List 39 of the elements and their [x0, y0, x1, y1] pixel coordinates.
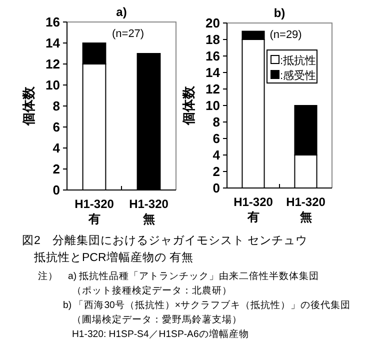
y-tick-label: 6 — [212, 131, 220, 146]
y-tick-label: 20 — [206, 16, 220, 30]
text: （圃場検定データ：愛野馬鈴薯支場） — [72, 314, 242, 326]
x-tick-label: H1-320 有 — [74, 197, 114, 226]
legend-label: :抵抗性 — [280, 54, 316, 67]
y-tick-label: 4 — [212, 148, 221, 162]
text: 抵抗性とPCR増幅産物の 有無 — [33, 250, 194, 264]
y-tick-label: 16 — [206, 48, 220, 64]
y-tick-label: 8 — [212, 114, 220, 130]
text: b) 「西海30号（抵抗性）×サクラフブキ（抵抗性）」の後代集団 — [63, 299, 350, 311]
y-tick-label: 2 — [52, 162, 60, 176]
y-tick-label: 12 — [46, 56, 60, 72]
y-tick-label: 14 — [206, 65, 221, 80]
y-tick-label: 10 — [206, 98, 220, 113]
y-tick-label: 10 — [46, 78, 60, 92]
y-axis-title: 個体数 — [181, 85, 196, 126]
x-tick-label: H1-320 有 — [234, 195, 274, 224]
chart-title: a) — [116, 5, 127, 19]
x-tick-label: H1-320 無 — [129, 197, 169, 226]
x-tick-label: H1-320 無 — [286, 195, 326, 224]
text: H1-320: H1SP-S4／H1SP-A6の増幅産物 — [72, 328, 249, 340]
y-tick-label: 8 — [52, 98, 60, 114]
legend-label: :感受性 — [280, 69, 316, 82]
y-tick-label: 14 — [46, 36, 61, 50]
text: 注） a) 抵抗性品種「アトランチック」由来二倍性半数体集団 — [38, 270, 320, 282]
annotation: (n=29) — [270, 29, 302, 41]
y-tick-label: 12 — [206, 82, 220, 96]
y-tick-label: 4 — [52, 140, 61, 156]
text: 図2 分離集団におけるジャガイモシスト センチュウ — [22, 234, 308, 247]
y-tick-label: 18 — [206, 32, 220, 47]
chart-title: b) — [274, 6, 286, 20]
y-tick-label: 0 — [52, 182, 60, 198]
text: （ポット接種検定データ：北農研） — [72, 284, 232, 296]
annotation: (n=27) — [112, 28, 144, 40]
y-tick-label: 2 — [212, 164, 220, 179]
y-tick-label: 0 — [212, 180, 220, 196]
y-axis-title: 個体数 — [21, 86, 36, 126]
y-tick-label: 6 — [52, 120, 60, 134]
y-tick-label: 16 — [46, 14, 60, 30]
